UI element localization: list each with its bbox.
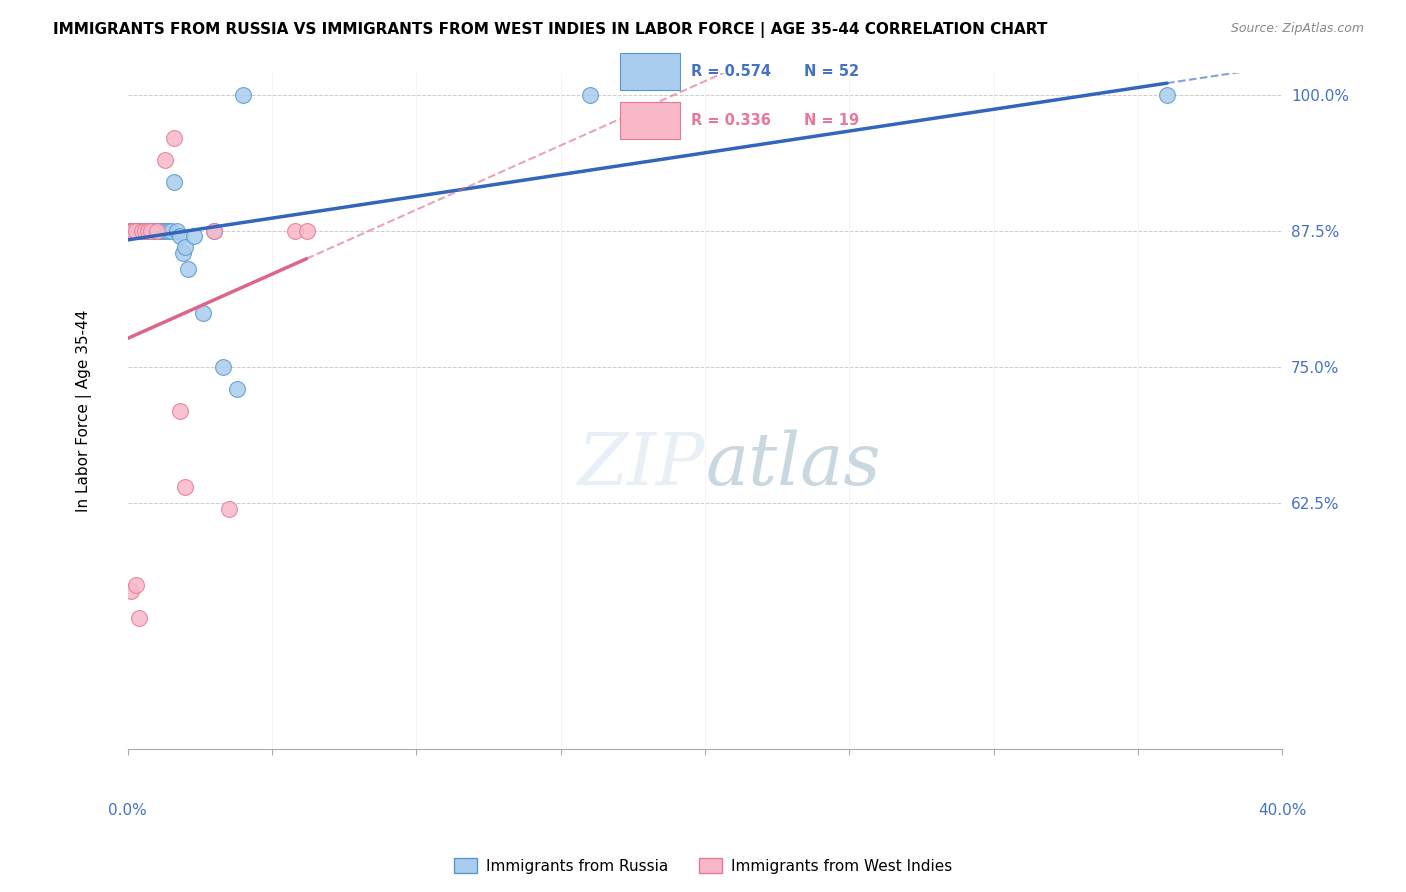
Point [136,224,159,238]
Point [160,224,183,238]
Point [128,224,150,238]
Point [139,224,162,238]
Point [295,224,318,238]
Point [202,224,225,238]
Point [166,224,188,238]
Point [1156,87,1178,102]
Point [131,224,153,238]
Point [142,224,165,238]
Point [136,224,159,238]
Point [232,87,254,102]
Point [183,229,205,244]
Point [142,224,165,238]
Point [169,229,191,244]
Point [148,224,170,238]
Text: R = 0.336: R = 0.336 [692,113,770,128]
Text: N = 52: N = 52 [804,63,859,78]
Point [177,262,200,277]
Point [163,131,186,145]
Point [128,224,150,238]
Point [134,224,156,238]
Point [134,224,156,238]
Point [128,224,150,238]
Point [120,224,142,238]
Point [172,245,194,260]
Point [155,153,177,168]
Text: 40.0%: 40.0% [1258,803,1306,818]
Point [218,501,240,516]
Point [226,382,249,396]
Point [150,224,173,238]
Point [202,224,225,238]
Point [148,224,170,238]
Point [212,360,235,375]
Point [131,224,153,238]
Point [122,224,145,238]
Point [174,240,197,254]
Point [174,480,197,494]
Point [578,87,600,102]
Point [131,224,153,238]
Point [125,224,148,238]
Text: Source: ZipAtlas.com: Source: ZipAtlas.com [1230,22,1364,36]
Point [120,583,142,598]
Point [145,224,167,238]
Point [122,224,145,238]
Point [125,224,148,238]
Point [128,224,150,238]
Point [125,224,148,238]
Point [120,224,142,238]
Point [122,224,145,238]
Point [125,224,148,238]
Point [284,224,307,238]
Point [131,224,153,238]
Text: N = 19: N = 19 [804,113,859,128]
Point [125,578,148,592]
Point [134,224,156,238]
Bar [620,53,681,90]
Point [145,224,167,238]
Point [134,224,156,238]
Point [125,224,148,238]
Point [157,224,180,238]
Point [139,224,162,238]
Point [136,224,159,238]
Text: In Labor Force | Age 35-44: In Labor Force | Age 35-44 [76,310,91,512]
Bar [620,102,681,139]
Point [125,224,148,238]
Point [131,224,153,238]
Point [122,224,145,238]
Point [136,224,159,238]
Point [120,224,142,238]
Text: IMMIGRANTS FROM RUSSIA VS IMMIGRANTS FROM WEST INDIES IN LABOR FORCE | AGE 35-44: IMMIGRANTS FROM RUSSIA VS IMMIGRANTS FRO… [53,22,1047,38]
Point [163,175,186,189]
Text: 0.0%: 0.0% [108,803,148,818]
Point [122,224,145,238]
Text: R = 0.574: R = 0.574 [692,63,770,78]
Point [155,224,177,238]
Text: atlas: atlas [704,430,880,500]
Point [191,306,214,320]
Point [139,224,162,238]
Point [145,224,167,238]
Legend: Immigrants from Russia, Immigrants from West Indies: Immigrants from Russia, Immigrants from … [447,852,959,880]
Point [169,404,191,418]
Point [128,611,150,625]
Point [122,224,145,238]
Text: ZIP: ZIP [578,430,704,500]
